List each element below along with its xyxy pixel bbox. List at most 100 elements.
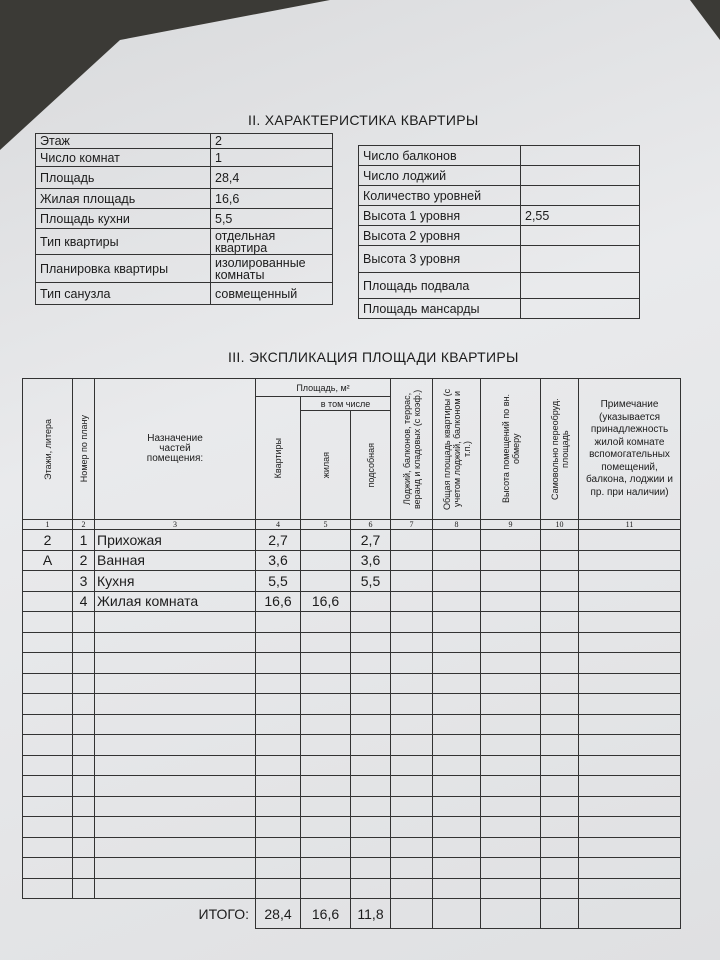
cell <box>349 713 392 735</box>
auxiliary: 3,6 <box>349 549 392 571</box>
cell <box>72 734 95 756</box>
cell <box>390 857 434 879</box>
cell <box>72 775 95 797</box>
row: Этаж 2 <box>35 133 333 149</box>
cell <box>94 754 256 776</box>
empty-row <box>22 693 682 715</box>
label: Площадь <box>35 166 211 189</box>
cell <box>480 672 542 694</box>
cell <box>390 570 434 592</box>
cell <box>578 713 682 735</box>
empty-row <box>22 836 682 858</box>
value <box>520 298 640 319</box>
cell <box>578 529 682 551</box>
cell <box>72 652 95 674</box>
auxiliary: 2,7 <box>349 529 392 551</box>
cell <box>540 775 580 797</box>
header: подсобная <box>365 442 376 488</box>
cell <box>349 672 392 694</box>
value <box>520 245 640 273</box>
cell <box>390 631 434 653</box>
value <box>520 165 640 186</box>
cell <box>390 529 434 551</box>
cell <box>22 754 73 776</box>
cell <box>94 672 256 694</box>
value <box>520 185 640 206</box>
label: Тип квартиры <box>35 228 211 255</box>
value: отдельная квартира <box>210 228 333 255</box>
cell <box>300 795 351 817</box>
cell <box>432 611 482 633</box>
empty-row <box>22 611 682 633</box>
number: 1 <box>72 529 95 551</box>
header: Лоджий, балконов, террас, веранд и кладо… <box>401 389 422 509</box>
value: 2,55 <box>520 205 640 226</box>
cell <box>578 549 682 571</box>
header: Общая площадь квартиры (с учетом лоджий,… <box>441 388 472 510</box>
section-title: III. ЭКСПЛИКАЦИЯ ПЛОЩАДИ КВАРТИРЫ <box>228 349 519 365</box>
cell <box>300 713 351 735</box>
cell <box>578 857 682 879</box>
cell <box>22 857 73 879</box>
cell <box>390 836 434 858</box>
total-row: ИТОГО: 28,4 16,6 11,8 <box>23 898 682 929</box>
label: Жилая площадь <box>35 188 211 209</box>
label: Число балконов <box>358 145 521 166</box>
cell <box>94 857 256 879</box>
cell <box>390 775 434 797</box>
cell <box>390 672 434 694</box>
empty-row <box>22 857 682 879</box>
cell <box>480 775 542 797</box>
auxiliary: 5,5 <box>349 570 392 592</box>
cell <box>480 898 542 929</box>
cell <box>540 611 580 633</box>
cell <box>432 672 482 694</box>
row: Тип квартиры отдельная квартира <box>35 228 333 255</box>
cell <box>22 775 73 797</box>
column-number: 3 <box>94 519 256 530</box>
cell <box>480 816 542 838</box>
cell <box>480 652 542 674</box>
header: Назначение частей помещения: <box>146 433 204 464</box>
empty-row <box>22 631 682 653</box>
row: Число лоджий <box>358 165 640 186</box>
cell <box>22 795 73 817</box>
auxiliary <box>349 590 392 612</box>
label: Площадь кухни <box>35 208 211 229</box>
cell <box>578 898 682 929</box>
empty-row <box>22 672 682 694</box>
cell <box>94 611 256 633</box>
cell <box>349 795 392 817</box>
cell <box>480 877 542 899</box>
number: 3 <box>72 570 95 592</box>
row: Число комнат 1 <box>35 148 333 167</box>
cell <box>540 529 580 551</box>
cell <box>22 652 73 674</box>
cell <box>300 775 351 797</box>
value <box>520 272 640 299</box>
row: Площадь 28,4 <box>35 166 333 189</box>
data-row: 4 Жилая комната 16,6 16,6 <box>22 590 682 612</box>
cell <box>255 631 301 653</box>
row: Жилая площадь 16,6 <box>35 188 333 209</box>
cell <box>432 754 482 776</box>
cell <box>578 877 682 899</box>
apartment-characteristics: Этаж 2 Число комнат 1 Площадь 28,4 Жилая площа… <box>35 133 333 305</box>
cell <box>349 652 392 674</box>
name: Жилая комната <box>94 590 256 612</box>
cell <box>480 611 542 633</box>
cell <box>432 775 482 797</box>
cell <box>432 816 482 838</box>
cell <box>255 713 301 735</box>
value: 28,4 <box>210 166 333 189</box>
header: Этажи, литера <box>42 418 53 480</box>
row: Высота 3 уровня <box>358 245 640 273</box>
cell <box>480 631 542 653</box>
row: Тип санузла совмещенный <box>35 282 333 305</box>
cell <box>578 631 682 653</box>
row: Число балконов <box>358 145 640 166</box>
cell <box>480 590 542 612</box>
cell <box>578 693 682 715</box>
